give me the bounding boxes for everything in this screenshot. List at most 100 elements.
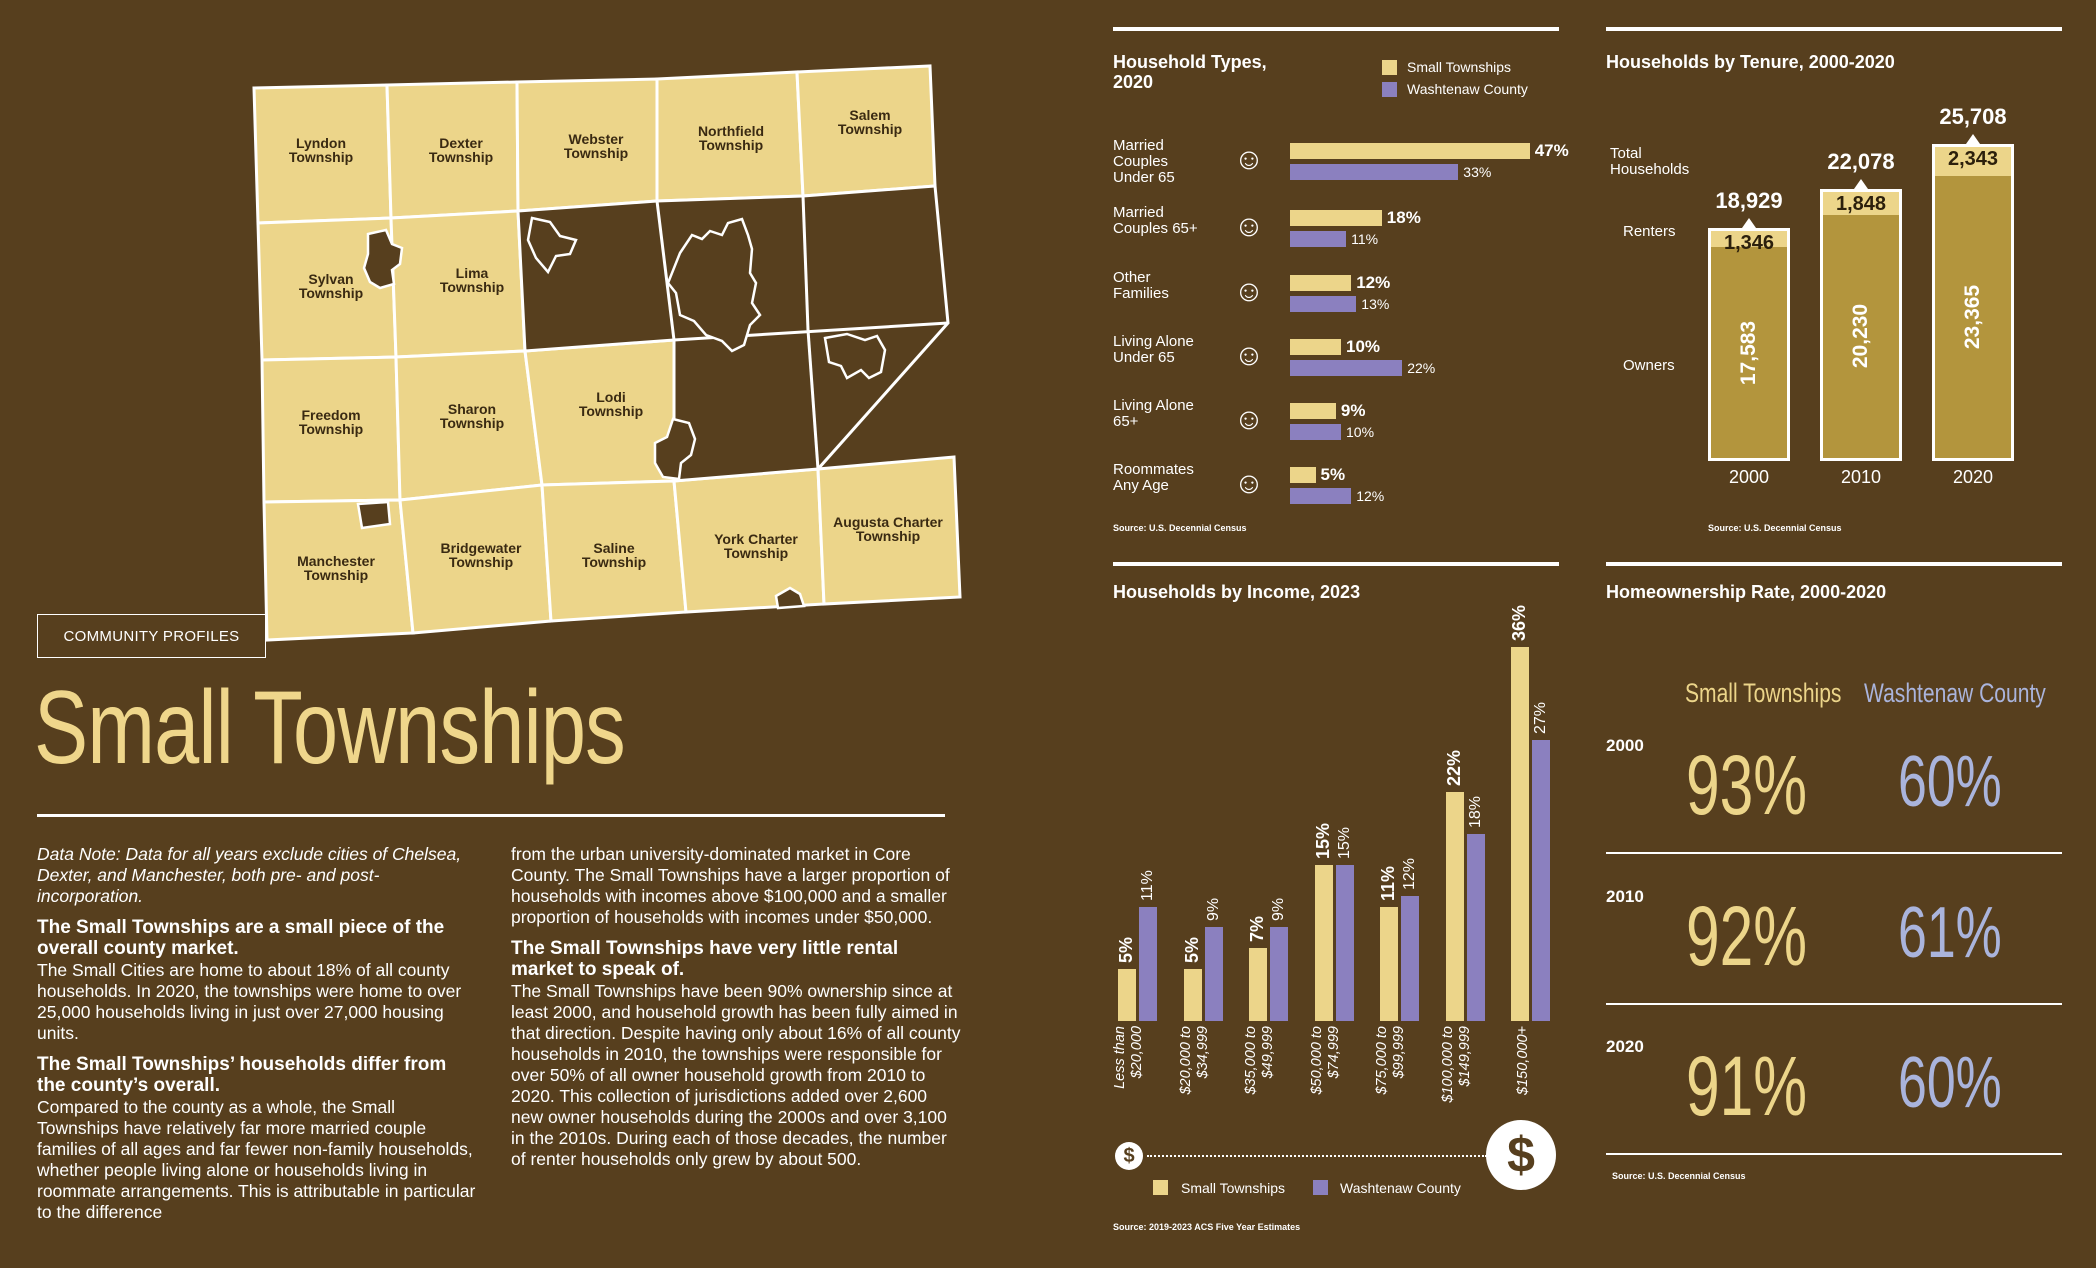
household-type-label: Living Alone 65+: [1113, 397, 1194, 430]
income-pct-county: 18%: [1466, 795, 1484, 828]
household-type-label: Married Couples Under 65: [1113, 137, 1175, 186]
homeownership-small-value: 91%: [1686, 1039, 1808, 1133]
household-type-icon: ☺: [1233, 275, 1265, 308]
income-pct-county: 12%: [1401, 858, 1418, 891]
tenure-renters-label: Renters: [1623, 223, 1676, 240]
dollar-large-icon: $: [1486, 1120, 1556, 1190]
income-source: Source: 2019-2023 ACS Five Year Estimate…: [1113, 1222, 1301, 1232]
homeownership-col-small: Small Townships: [1685, 678, 1842, 708]
tenure-pointer: [1854, 178, 1868, 189]
tenure-year: 2020: [1952, 467, 1994, 487]
household-type-icon: ☺: [1233, 143, 1265, 176]
household-bar-county: [1290, 231, 1347, 247]
map-label-york: York Charter Township: [714, 531, 798, 561]
household-bar-county: [1290, 164, 1459, 180]
income-category-label: $100,000 to $149,999: [1439, 1026, 1473, 1103]
map-label-bridgewater: Bridgewater Township: [441, 540, 522, 570]
household-pct-small: 5%: [1320, 465, 1346, 484]
income-bar-small: [1380, 906, 1398, 1021]
household-pct-county: 12%: [1356, 488, 1385, 504]
tenure-owners-value: 20,230: [1849, 304, 1872, 369]
income-pct-small: 11%: [1378, 865, 1398, 901]
map-label-manchester: Manchester Township: [297, 553, 375, 583]
income-pct-small: 5%: [1181, 936, 1202, 963]
title-divider: [37, 814, 945, 817]
map-city-ann-arbor: [666, 217, 762, 353]
legend-small-swatch: [1382, 60, 1397, 75]
income-category-label: Less than $20,000: [1112, 1026, 1145, 1089]
legend-county-label: Washtenaw County: [1407, 81, 1528, 97]
household-types-title: Household Types, 2020: [1113, 52, 1267, 92]
tenure-source: Source: U.S. Decennial Census: [1708, 523, 1842, 533]
income-pct-county: 9%: [1204, 898, 1222, 922]
household-pct-county: 11%: [1351, 231, 1379, 247]
tenure-renters-value: 1,346: [1723, 231, 1775, 254]
paragraph-small-piece: The Small Cities are home to about 18% o…: [37, 960, 462, 1043]
household-pct-small: 47%: [1534, 141, 1569, 160]
homeownership-year: 2000: [1606, 736, 1644, 755]
homeownership-rule: [1606, 562, 2062, 566]
homeownership-row-rule: [1606, 1153, 2062, 1155]
income-legend-county-label: Washtenaw County: [1340, 1180, 1461, 1196]
income-bar-small: [1314, 865, 1333, 1021]
legend-county-swatch: [1382, 82, 1397, 97]
income-category-label: $50,000 to $74,999: [1308, 1026, 1342, 1095]
map-city-saline: [653, 417, 697, 481]
household-type-label: Other Families: [1113, 269, 1169, 302]
homeownership-county-value: 61%: [1898, 893, 2002, 973]
income-bar-small: [1249, 948, 1267, 1021]
homeownership-row-rule: [1606, 1003, 2062, 1005]
tenure-renter-segment: [1711, 230, 1787, 248]
income-bar-small: [1511, 646, 1529, 1021]
tenure-bar: [1820, 188, 1902, 461]
homeownership-year: 2020: [1606, 1037, 1644, 1056]
income-pct-county: 27%: [1532, 702, 1549, 735]
household-types-source: Source: U.S. Decennial Census: [1113, 523, 1247, 533]
income-category-label: $20,000 to $34,999: [1177, 1026, 1211, 1095]
tenure-total-label: Total Households: [1610, 145, 1690, 178]
income-bar-small: [1183, 969, 1202, 1021]
map-city-milan: [774, 586, 806, 610]
homeownership-year: 2010: [1606, 887, 1644, 906]
household-type-icon: ☺: [1233, 210, 1265, 243]
map-label-northfield: Northfield Township: [698, 123, 764, 153]
income-pct-county: 15%: [1335, 826, 1353, 859]
paragraph-rental-market: The Small Townships have been 90% owners…: [511, 981, 961, 1169]
income-bar-small: [1118, 969, 1136, 1021]
income-legend-small-swatch: [1153, 1180, 1168, 1195]
household-type-label: Living Alone Under 65: [1113, 333, 1194, 366]
tenure-owners-label: Owners: [1623, 357, 1675, 374]
tenure-total-value: 18,929: [1715, 187, 1783, 213]
tenure-pointer: [1966, 134, 1980, 145]
tenure-bar: [1932, 144, 2014, 461]
tenure-rule: [1606, 27, 2062, 31]
income-title: Households by Income, 2023: [1113, 582, 1361, 602]
income-pct-small: 7%: [1247, 916, 1267, 943]
map-label-freedom: Freedom Township: [299, 407, 363, 437]
household-pct-small: 9%: [1340, 401, 1366, 420]
household-type-label: Married Couples 65+: [1113, 204, 1198, 237]
map-city-dexter: [526, 216, 578, 275]
homeownership-county-value: 60%: [1898, 1043, 2002, 1123]
tenure-renters-value: 2,343: [1947, 148, 1999, 171]
household-bar-small: [1290, 275, 1352, 291]
text-column-right: from the urban university-dominated mark…: [511, 844, 961, 1180]
dollar-dotted-line: [1147, 1155, 1487, 1157]
income-pct-small: 5%: [1116, 936, 1136, 963]
tenure-owners-value: 17,583: [1737, 320, 1760, 385]
map-label-salem: Salem Township: [838, 107, 902, 137]
legend-small-label: Small Townships: [1407, 59, 1512, 75]
household-pct-small: 12%: [1356, 273, 1391, 292]
income-bar-county: [1335, 865, 1354, 1021]
community-profiles-tag: COMMUNITY PROFILES: [37, 614, 266, 658]
township-map: Lyndon Township Dexter Township Webster Towns…: [250, 48, 970, 648]
household-type-icon: ☺: [1233, 403, 1265, 436]
map-label-lima: Lima Township: [440, 265, 504, 295]
paragraph-households-differ: Compared to the county as a whole, the S…: [37, 1097, 476, 1222]
income-bar-county: [1466, 833, 1485, 1021]
heading-rental-market: The Small Townships have very little ren…: [511, 938, 899, 980]
tenure-title: Households by Tenure, 2000-2020: [1606, 52, 1895, 72]
map-label-sharon: Sharon Township: [440, 401, 504, 431]
household-bar-county: [1290, 488, 1352, 504]
map-label-lyndon: Lyndon Township: [289, 135, 353, 165]
